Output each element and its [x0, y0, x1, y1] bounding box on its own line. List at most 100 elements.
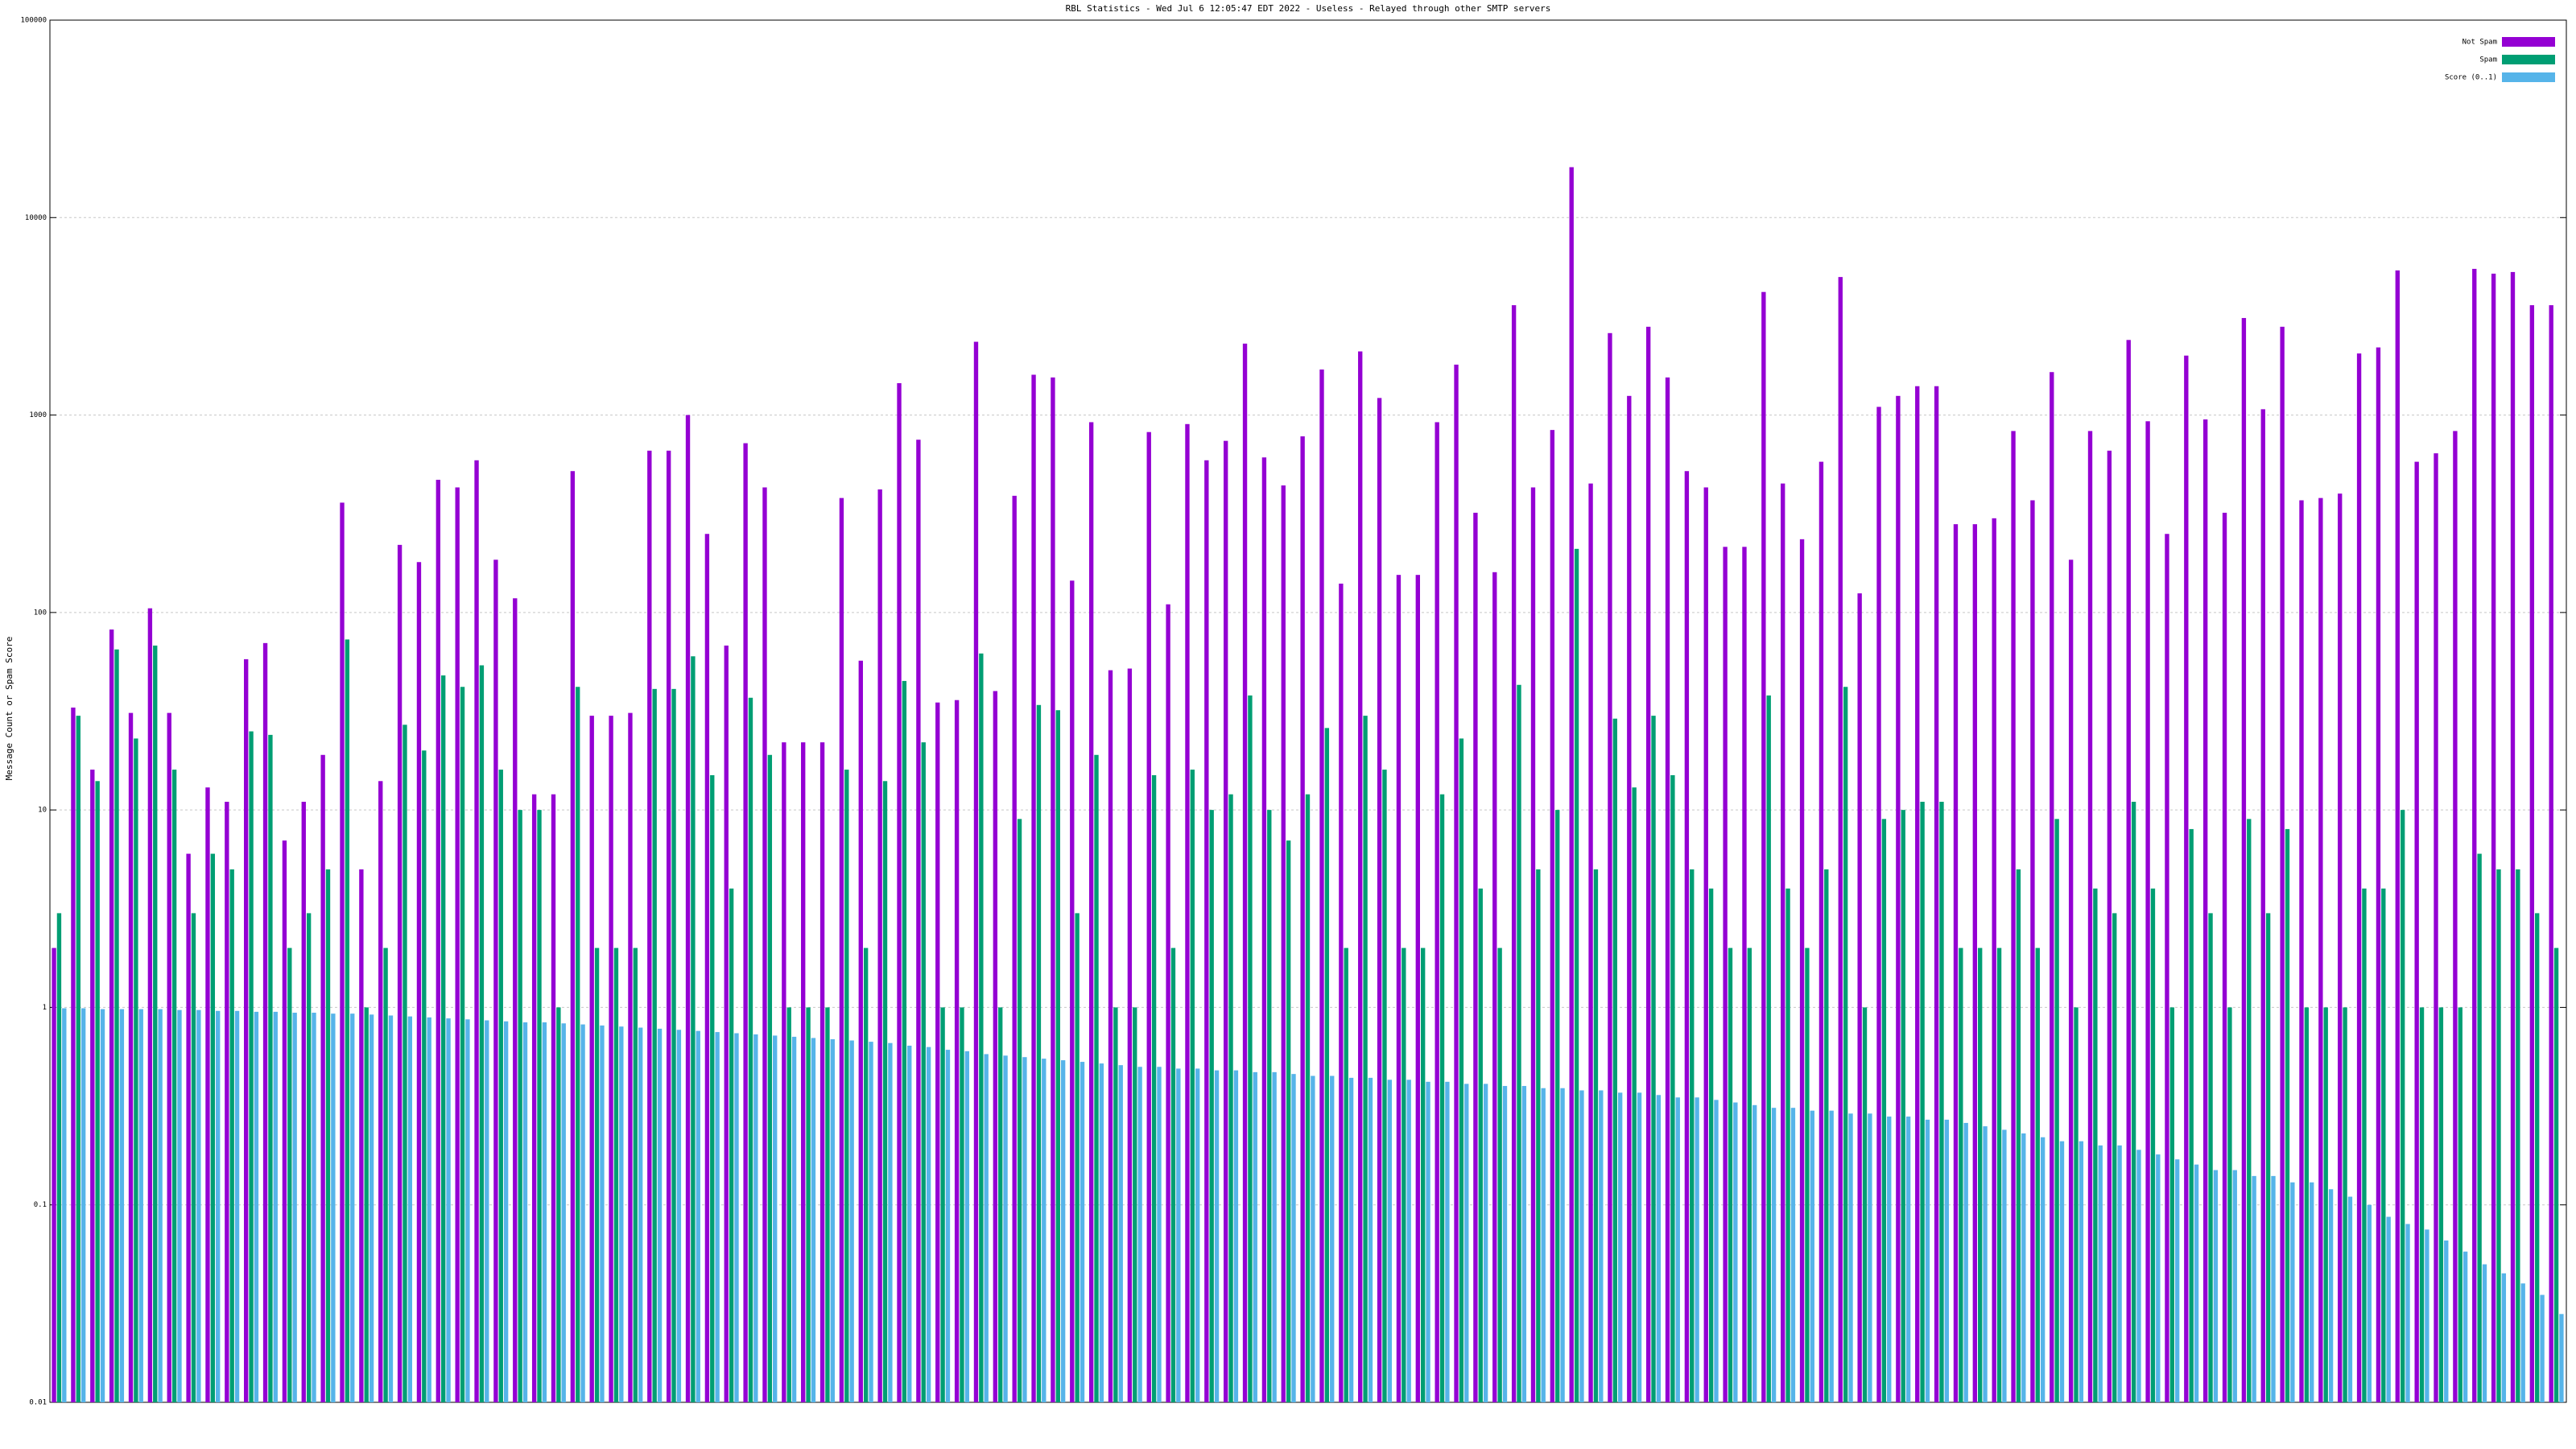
bar	[773, 1035, 778, 1402]
bar	[383, 947, 388, 1402]
bar	[1137, 1067, 1142, 1402]
bar	[1445, 1081, 1450, 1402]
bar	[90, 770, 95, 1402]
bar	[2367, 1204, 2372, 1402]
bar	[2247, 819, 2252, 1402]
bar	[1224, 440, 1228, 1403]
bar	[570, 471, 576, 1403]
bar	[762, 487, 767, 1403]
bar	[100, 1009, 105, 1402]
bar	[2232, 1170, 2237, 1402]
bar	[652, 688, 657, 1402]
bar	[1579, 1090, 1584, 1402]
bar	[1684, 471, 1690, 1403]
bar	[485, 1020, 489, 1402]
legend-label: Not Spam	[2462, 39, 2497, 47]
bar	[1036, 704, 1042, 1402]
bar	[2098, 1145, 2103, 1402]
bar	[2093, 888, 2098, 1402]
y-tick-label: 1	[43, 1004, 47, 1012]
bar	[1166, 604, 1170, 1402]
bar	[1300, 436, 1305, 1402]
bar	[2559, 1314, 2564, 1402]
bar	[340, 502, 345, 1403]
bar	[71, 707, 76, 1402]
bar	[531, 794, 537, 1402]
bar	[729, 888, 734, 1402]
bar	[2453, 431, 2458, 1402]
bar	[609, 716, 613, 1402]
bar	[1003, 1055, 1008, 1402]
bar	[1426, 1081, 1430, 1402]
bar	[1690, 869, 1695, 1402]
bar	[1799, 539, 1805, 1402]
bar	[1612, 718, 1617, 1402]
bar	[2227, 1007, 2232, 1402]
bar	[1887, 1117, 1892, 1402]
bar	[960, 1007, 964, 1402]
bar	[825, 1007, 830, 1402]
bar	[416, 562, 422, 1402]
bar	[1286, 840, 1291, 1402]
bar	[455, 487, 460, 1403]
bar	[1608, 332, 1612, 1402]
bar	[522, 1022, 528, 1402]
bar	[1934, 386, 1939, 1403]
bar	[1996, 947, 2002, 1402]
bar	[287, 947, 292, 1402]
bar	[2472, 268, 2477, 1402]
bar	[56, 913, 62, 1402]
bar	[984, 1054, 989, 1402]
bar	[2414, 461, 2419, 1403]
bar	[1363, 716, 1368, 1402]
bar	[1185, 423, 1190, 1402]
bar	[474, 460, 479, 1403]
bar	[1454, 364, 1459, 1402]
y-tick-label: 0.01	[29, 1399, 47, 1407]
bar	[2299, 500, 2304, 1402]
bar	[685, 415, 691, 1402]
bar	[877, 489, 882, 1403]
bar	[2136, 1150, 2141, 1402]
bar	[1862, 1007, 1868, 1402]
bar	[2405, 1224, 2410, 1402]
bar	[1651, 716, 1656, 1402]
bar	[1944, 1119, 1950, 1402]
bar	[715, 1032, 720, 1402]
bar	[921, 742, 926, 1402]
bar	[633, 947, 638, 1402]
bar	[2280, 326, 2285, 1403]
y-tick-label: 10000	[25, 214, 47, 222]
bar	[2362, 888, 2367, 1402]
bar	[1478, 888, 1483, 1402]
bar	[254, 1011, 259, 1402]
bar	[2011, 431, 2016, 1402]
bar	[2477, 853, 2482, 1402]
y-axis-label: Message Count or Spam Score	[4, 637, 14, 781]
bar	[882, 781, 888, 1402]
bar	[2189, 828, 2194, 1402]
bar	[2035, 947, 2040, 1402]
bar	[171, 770, 177, 1402]
bar	[1012, 495, 1017, 1402]
bar	[2059, 1141, 2065, 1402]
bar	[1857, 593, 1862, 1402]
bar	[1060, 1060, 1066, 1402]
bar	[2194, 1164, 2199, 1402]
bar	[2482, 1264, 2487, 1402]
bar	[1665, 377, 1670, 1403]
bar	[691, 656, 696, 1402]
bar	[1632, 787, 1637, 1402]
bar	[2208, 913, 2213, 1402]
bar	[292, 1013, 297, 1402]
bar	[537, 810, 542, 1402]
bar	[1267, 810, 1272, 1402]
bar	[858, 660, 863, 1402]
bar	[312, 1013, 316, 1402]
bar	[576, 687, 580, 1402]
bar	[2087, 431, 2093, 1402]
bar	[1747, 947, 1752, 1402]
bar	[427, 1017, 431, 1402]
bar	[1901, 810, 1905, 1402]
